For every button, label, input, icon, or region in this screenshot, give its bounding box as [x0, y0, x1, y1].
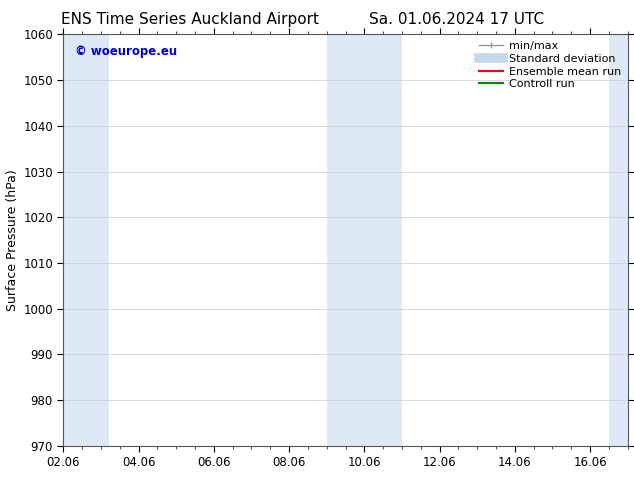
Text: ENS Time Series Auckland Airport: ENS Time Series Auckland Airport	[61, 12, 319, 27]
Bar	[63, 34, 108, 446]
Text: © woeurope.eu: © woeurope.eu	[75, 45, 177, 58]
Bar	[327, 34, 402, 446]
Text: Sa. 01.06.2024 17 UTC: Sa. 01.06.2024 17 UTC	[369, 12, 544, 27]
Legend: min/max, Standard deviation, Ensemble mean run, Controll run: min/max, Standard deviation, Ensemble me…	[476, 38, 624, 93]
Bar	[609, 34, 634, 446]
Y-axis label: Surface Pressure (hPa): Surface Pressure (hPa)	[6, 169, 19, 311]
